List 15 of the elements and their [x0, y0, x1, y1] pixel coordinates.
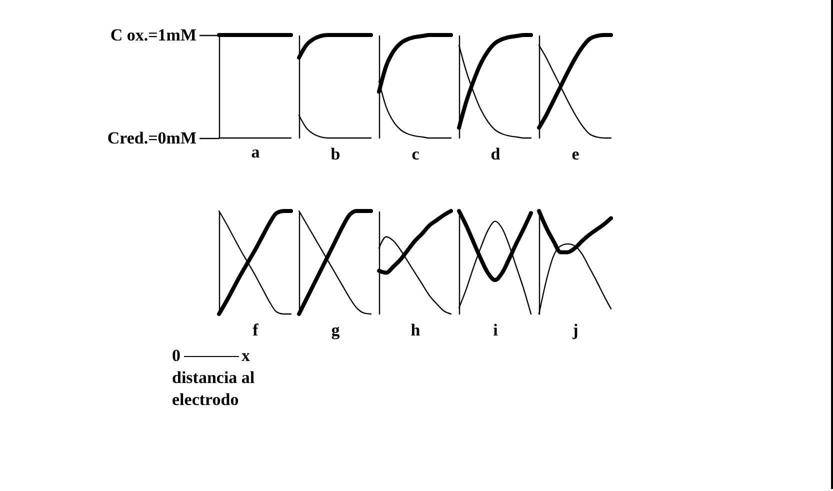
- text: x: [242, 345, 250, 367]
- x-axis-title: f: [252, 320, 259, 340]
- x-axis-title: h: [410, 320, 421, 340]
- y-tick-label: C ox.=1mM: [110, 26, 196, 44]
- x-axis-title: b: [330, 144, 340, 164]
- x-axis-title: e: [572, 144, 580, 164]
- x-axis-title: d: [490, 144, 501, 164]
- x-axis-title: j: [572, 320, 578, 340]
- x-axis-title: i: [493, 320, 498, 340]
- x-axis-title: g: [331, 320, 340, 340]
- text: 0: [172, 345, 180, 367]
- x-axis-title: c: [412, 144, 420, 164]
- x-axis-title: a: [251, 142, 260, 162]
- text: distancia al electrodo: [172, 367, 256, 411]
- y-tick-label: Cred.=0mM: [107, 128, 196, 148]
